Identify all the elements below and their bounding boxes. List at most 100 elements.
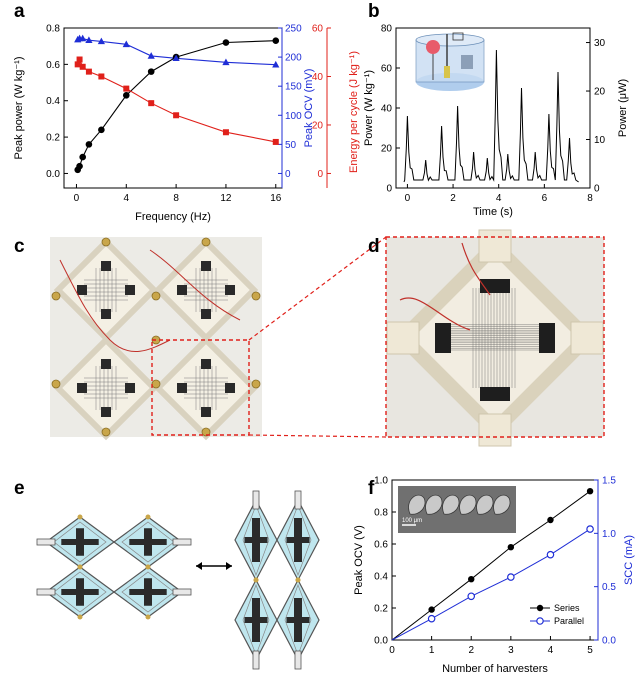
schematic-e-screw (253, 577, 259, 583)
legend-parallel-marker (536, 617, 544, 625)
chart-f-left-tick-label: 1.0 (374, 476, 388, 487)
photo-c-clamp (225, 383, 235, 393)
legend-series-marker (536, 604, 544, 612)
chart-a-energy-tick-label: 0 (317, 169, 323, 180)
chart-a-ylabel-energy: Energy per cycle (J kg⁻¹) (348, 51, 360, 173)
photo-c-harvester-array (50, 237, 262, 441)
chart-f-point-parallel (586, 525, 594, 533)
schematic-e-end-bar (172, 588, 192, 596)
photo-c-screw (201, 427, 211, 437)
photo-c-clamp (101, 359, 111, 369)
chart-b-x-tick-label: 0 (405, 193, 411, 204)
chart-a-point-peak-ocv (85, 36, 93, 44)
chart-a-point-peak-power (222, 39, 230, 46)
chart-b-x-tick-label: 4 (496, 193, 502, 204)
photo-c-clamp (101, 261, 111, 271)
photo-c-screw (101, 237, 111, 247)
photo-c-screw (51, 379, 61, 389)
chart-f-x-tick-label: 5 (587, 645, 593, 656)
chart-b-left-tick-label: 80 (381, 24, 393, 35)
schematic-e-fiber-bundle (61, 539, 99, 545)
chart-b-ylabel-left: Power (W kg⁻¹) (363, 70, 375, 146)
chart-f-ylabel-right: SCC (mA) (623, 535, 635, 585)
photo-d-hinge-block (478, 229, 512, 263)
photo-c-screw (251, 291, 261, 301)
chart-a-curve-peak-power (77, 40, 276, 171)
chart-f-left-tick-label: 0.6 (374, 540, 388, 551)
schematic-e-end-bar (36, 538, 56, 546)
photo-c-clamp (201, 407, 211, 417)
chart-f-point-series (468, 576, 475, 583)
photo-c-clamp (201, 261, 211, 271)
schematic-e-screw (77, 514, 83, 520)
chart-f-point-series (507, 544, 515, 551)
chart-b-ylabel-right: Power (μW) (617, 79, 629, 137)
photo-c-clamp (201, 309, 211, 319)
chart-a-point-energy-per-cycle (123, 85, 130, 92)
chart-b-x-tick-label: 2 (450, 193, 456, 204)
chart-a-point-peak-power (76, 162, 83, 170)
chart-a-ocv-tick-label: 250 (285, 24, 302, 35)
chart-f-ylabel-left: Peak OCV (V) (353, 525, 365, 595)
chart-b-power-trace (403, 49, 579, 183)
schematic-e-screw (77, 564, 83, 570)
chart-b-left-tick-label: 60 (381, 64, 393, 75)
photo-c-screw (151, 291, 161, 301)
schematic-e-fiber-bundle (61, 589, 99, 595)
chart-a-point-peak-power (272, 37, 280, 45)
photo-c-wire (149, 249, 241, 321)
chart-a-point-energy-per-cycle (74, 61, 81, 68)
chart-b-inset-schematic (415, 32, 485, 91)
panel-c-letter: c (14, 236, 25, 257)
schematic-e-configurations (36, 490, 320, 670)
chart-a-ocv-tick-label: 200 (285, 53, 302, 64)
chart-a-point-energy-per-cycle (222, 129, 229, 136)
schematic-e-screw (145, 514, 151, 520)
chart-f-x-tick-label: 4 (548, 645, 554, 656)
chart-b-x-tick-label: 8 (587, 193, 593, 204)
photo-c-screw (51, 291, 61, 301)
chart-a-point-energy-per-cycle (173, 112, 180, 119)
schematic-e-inner-frame (121, 571, 175, 613)
schematic-e-inner-frame (284, 503, 312, 577)
chart-a-left-tick-label: 0.8 (46, 24, 60, 35)
schematic-e-end-bar (294, 650, 302, 670)
chart-a-left-tick-label: 0.6 (46, 60, 60, 71)
photo-d-clamp (480, 279, 510, 293)
chart-a-point-peak-power (122, 91, 130, 99)
photo-c-screw (251, 379, 261, 389)
chart-a-ylabel-left: Peak power (W kg⁻¹) (13, 57, 25, 160)
chart-a-point-peak-ocv (97, 37, 105, 45)
schematic-e-screw (77, 614, 83, 620)
chart-a-ocv-tick-label: 100 (285, 111, 302, 122)
chart-a-curve-energy-per-cycle (77, 58, 276, 143)
panel-f-letter: f (368, 478, 375, 499)
photo-c-clamp (125, 285, 135, 295)
chart-f-point-parallel (427, 614, 436, 623)
photo-c-clamp (77, 285, 87, 295)
chart-a-point-energy-per-cycle (85, 68, 92, 75)
sem-coil-loop (476, 494, 494, 515)
chart-a-left-tick-label: 0.4 (46, 96, 60, 107)
chart-f-x-tick-label: 1 (429, 645, 435, 656)
chart-f-left-tick-label: 0.8 (374, 508, 388, 519)
schematic-e-screw (145, 564, 151, 570)
photo-c-clamp (101, 309, 111, 319)
photo-d-clamp (539, 323, 555, 353)
chart-f-line-parallel (391, 528, 591, 641)
chart-a-point-peak-ocv (272, 60, 280, 68)
photo-d-clamp (435, 323, 451, 353)
schematic-e-inner-frame (53, 571, 107, 613)
chart-f-right-tick-label: 0.5 (602, 582, 616, 593)
schematic-e-inner-frame (121, 521, 175, 563)
chart-a-point-peak-ocv (172, 54, 180, 62)
chart-a-x-tick-label: 4 (124, 193, 130, 204)
chart-a-energy-tick-label: 20 (312, 120, 324, 131)
photo-c-selection-box (151, 339, 250, 436)
zoom-line-bottom (248, 434, 387, 438)
chart-a-ocv-tick-label: 150 (285, 82, 302, 93)
schematic-e-inner-frame (242, 503, 270, 577)
photo-c-screw (201, 237, 211, 247)
chart-a-x-tick-label: 0 (74, 193, 80, 204)
chart-b-left-tick-label: 0 (386, 184, 392, 195)
